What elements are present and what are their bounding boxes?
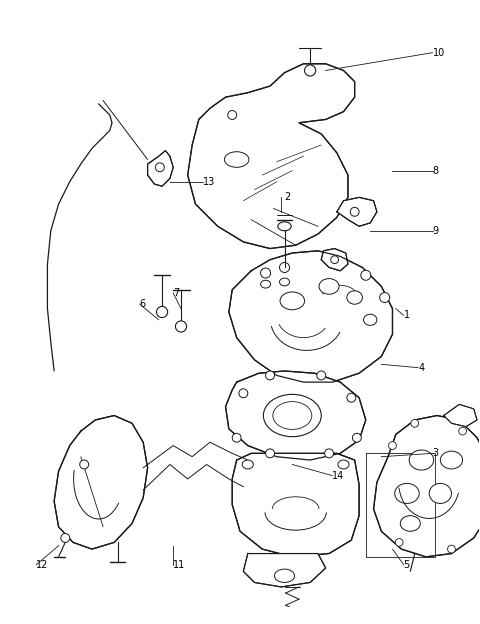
Ellipse shape [280, 292, 304, 310]
Ellipse shape [352, 433, 361, 442]
Ellipse shape [347, 393, 356, 402]
Ellipse shape [239, 389, 248, 397]
Ellipse shape [176, 321, 187, 332]
Ellipse shape [338, 460, 349, 469]
Ellipse shape [265, 371, 275, 380]
Polygon shape [148, 150, 173, 186]
Ellipse shape [319, 278, 339, 294]
Polygon shape [373, 416, 480, 557]
Ellipse shape [261, 268, 271, 278]
Ellipse shape [347, 291, 362, 305]
Ellipse shape [324, 449, 334, 458]
Ellipse shape [395, 484, 419, 504]
Ellipse shape [261, 280, 271, 288]
Ellipse shape [279, 263, 289, 273]
Ellipse shape [242, 460, 253, 469]
Text: 11: 11 [173, 560, 185, 570]
Ellipse shape [409, 450, 433, 470]
Text: 6: 6 [140, 300, 146, 310]
Ellipse shape [331, 256, 338, 263]
Text: 4: 4 [418, 363, 424, 373]
Text: 10: 10 [432, 47, 445, 57]
Ellipse shape [317, 371, 326, 380]
Ellipse shape [459, 427, 467, 435]
Ellipse shape [264, 394, 321, 437]
Ellipse shape [361, 270, 371, 280]
Ellipse shape [80, 460, 89, 469]
Polygon shape [226, 371, 366, 460]
Ellipse shape [225, 152, 249, 167]
Ellipse shape [447, 545, 456, 553]
Text: 9: 9 [432, 226, 439, 236]
Text: 1: 1 [404, 310, 410, 320]
Polygon shape [229, 251, 393, 382]
Ellipse shape [61, 534, 70, 542]
Ellipse shape [275, 569, 295, 582]
Text: 2: 2 [285, 192, 291, 202]
Ellipse shape [395, 539, 403, 546]
Ellipse shape [156, 163, 164, 172]
Polygon shape [444, 404, 477, 427]
Ellipse shape [350, 207, 359, 217]
Ellipse shape [278, 222, 291, 231]
Ellipse shape [228, 110, 237, 119]
Polygon shape [243, 553, 326, 587]
Ellipse shape [389, 442, 396, 449]
Polygon shape [337, 197, 377, 227]
Ellipse shape [304, 65, 316, 76]
Ellipse shape [232, 433, 241, 442]
Polygon shape [188, 64, 355, 248]
Ellipse shape [411, 419, 419, 427]
Text: 5: 5 [404, 560, 410, 570]
Text: 7: 7 [173, 288, 180, 298]
Ellipse shape [440, 451, 463, 469]
Text: 3: 3 [432, 449, 439, 459]
Polygon shape [54, 416, 148, 549]
Text: 13: 13 [203, 177, 216, 187]
Ellipse shape [363, 314, 377, 325]
Text: 8: 8 [432, 165, 439, 175]
Ellipse shape [156, 306, 168, 318]
Text: 14: 14 [332, 470, 345, 480]
Ellipse shape [380, 293, 390, 303]
Text: 12: 12 [36, 560, 48, 570]
Ellipse shape [429, 484, 452, 504]
Polygon shape [321, 248, 348, 271]
Polygon shape [232, 454, 359, 557]
Ellipse shape [265, 449, 275, 458]
Ellipse shape [279, 278, 289, 286]
Ellipse shape [400, 515, 420, 531]
